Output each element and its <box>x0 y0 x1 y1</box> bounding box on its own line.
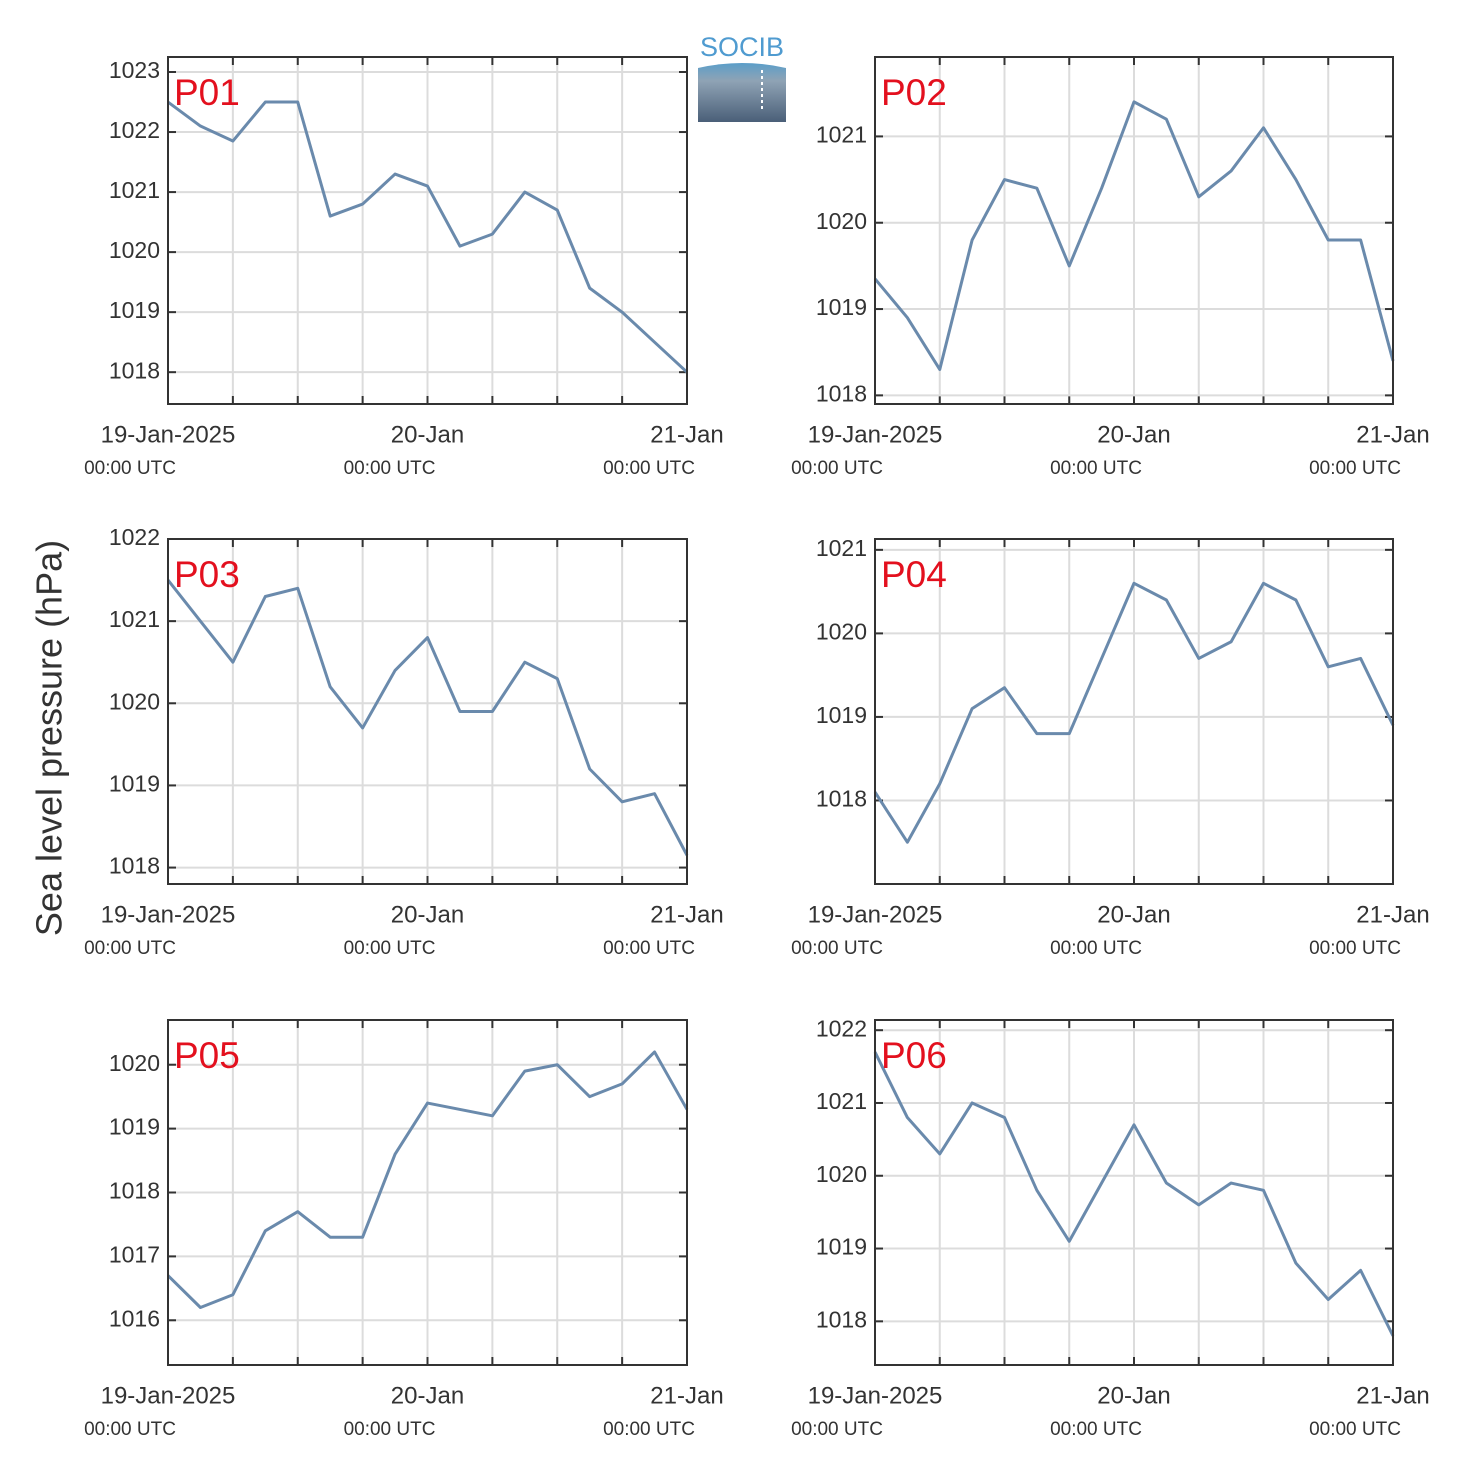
panel: 1018 1019 1020 1021 19-Jan-2025 00:00 UTC 20-J… <box>791 56 1430 479</box>
data-line <box>166 1050 689 1309</box>
panel: 1016 1017 1018 1019 1020 19-Jan-2025 00:00 UTC… <box>84 1019 724 1440</box>
x-tick-label: 20-Jan <box>1097 421 1170 448</box>
x-tick-sublabel: 00:00 UTC <box>791 938 883 959</box>
x-tick-label: 19-Jan-2025 <box>101 421 236 448</box>
y-tick-label: 1021 <box>816 121 867 147</box>
x-tick-sublabel: 00:00 UTC <box>1309 458 1401 479</box>
y-tick-label: 1019 <box>816 1234 867 1260</box>
logo-text: SOCIB <box>700 32 784 62</box>
y-tick-label: 1018 <box>816 1306 867 1332</box>
y-tick-label: 1019 <box>109 771 160 797</box>
x-tick-sublabel: 00:00 UTC <box>84 1419 176 1440</box>
x-tick-label: 21-Jan <box>650 421 723 448</box>
x-tick-label: 19-Jan-2025 <box>101 901 236 928</box>
y-tick-label: 1018 <box>109 853 160 879</box>
x-tick-label: 20-Jan <box>391 421 464 448</box>
data-line <box>166 579 689 856</box>
panel: 1018 1019 1020 1021 1022 19-Jan-2025 00:00 UTC… <box>84 524 724 959</box>
x-tick-label: 20-Jan <box>1097 1382 1170 1409</box>
x-tick-sublabel: 00:00 UTC <box>791 1419 883 1440</box>
panel: 1018 1019 1020 1021 1022 1023 19-Jan-2025 00:00… <box>84 56 724 479</box>
y-tick-label: 1019 <box>816 294 867 320</box>
y-tick-label: 1020 <box>816 618 867 644</box>
x-tick-sublabel: 00:00 UTC <box>344 458 436 479</box>
y-tick-label: 1021 <box>816 1088 867 1114</box>
x-tick-label: 21-Jan <box>1356 1382 1429 1409</box>
plot-frame <box>167 56 688 405</box>
panel-title: P04 <box>881 554 947 595</box>
x-tick-label: 21-Jan <box>1356 421 1429 448</box>
logo: SOCIB <box>698 32 786 122</box>
plot-frame <box>874 538 1394 885</box>
x-tick-sublabel: 00:00 UTC <box>1050 938 1142 959</box>
panel: 1018 1019 1020 1021 19-Jan-2025 00:00 UTC 20-J… <box>791 535 1430 959</box>
x-tick-sublabel: 00:00 UTC <box>344 1419 436 1440</box>
x-tick-sublabel: 00:00 UTC <box>344 938 436 959</box>
x-tick-sublabel: 00:00 UTC <box>791 458 883 479</box>
panel-title: P01 <box>174 72 240 113</box>
x-tick-label: 21-Jan <box>650 1382 723 1409</box>
y-tick-label: 1021 <box>109 606 160 632</box>
panel-title: P05 <box>174 1035 240 1076</box>
y-tick-label: 1018 <box>816 786 867 812</box>
plot-frame <box>167 1019 688 1366</box>
y-tick-label: 1019 <box>816 702 867 728</box>
y-tick-label: 1016 <box>109 1305 160 1331</box>
panel: 1018 1019 1020 1021 1022 19-Jan-2025 00:00 UTC… <box>791 1015 1430 1440</box>
y-tick-label: 1018 <box>109 357 160 383</box>
x-tick-label: 19-Jan-2025 <box>808 421 943 448</box>
y-tick-label: 1021 <box>816 535 867 561</box>
y-tick-label: 1023 <box>109 57 160 83</box>
y-tick-label: 1019 <box>109 297 160 323</box>
y-tick-label: 1019 <box>109 1114 160 1140</box>
data-line <box>873 1051 1395 1337</box>
panel-title: P03 <box>174 554 240 595</box>
y-tick-label: 1022 <box>109 117 160 143</box>
x-tick-sublabel: 00:00 UTC <box>1050 1419 1142 1440</box>
x-tick-label: 21-Jan <box>650 901 723 928</box>
panel-title: P06 <box>881 1035 947 1076</box>
y-tick-label: 1020 <box>109 237 160 263</box>
y-tick-label: 1022 <box>109 524 160 550</box>
logo-shape <box>698 63 786 122</box>
x-tick-label: 20-Jan <box>391 901 464 928</box>
x-tick-label: 20-Jan <box>391 1382 464 1409</box>
y-tick-label: 1020 <box>816 208 867 234</box>
y-tick-label: 1017 <box>109 1241 160 1267</box>
plot-frame <box>874 1019 1394 1366</box>
data-line <box>167 100 689 374</box>
y-tick-label: 1020 <box>109 1050 160 1076</box>
x-tick-label: 19-Jan-2025 <box>808 901 943 928</box>
x-tick-sublabel: 00:00 UTC <box>603 458 695 479</box>
x-tick-sublabel: 00:00 UTC <box>603 1419 695 1440</box>
y-tick-label: 1018 <box>109 1178 160 1204</box>
plot-frame <box>167 538 688 885</box>
plot-frame <box>874 56 1394 405</box>
x-tick-sublabel: 00:00 UTC <box>84 458 176 479</box>
x-tick-label: 21-Jan <box>1356 901 1429 928</box>
y-tick-label: 1018 <box>816 380 867 406</box>
x-tick-sublabel: 00:00 UTC <box>84 938 176 959</box>
x-tick-sublabel: 00:00 UTC <box>1309 1419 1401 1440</box>
y-axis-label: Sea level pressure (hPa) <box>29 540 70 936</box>
y-tick-label: 1020 <box>816 1161 867 1187</box>
y-tick-label: 1022 <box>816 1015 867 1041</box>
x-tick-sublabel: 00:00 UTC <box>1050 458 1142 479</box>
x-tick-label: 19-Jan-2025 <box>808 1382 943 1409</box>
x-tick-label: 19-Jan-2025 <box>101 1382 236 1409</box>
x-tick-label: 20-Jan <box>1097 901 1170 928</box>
x-tick-sublabel: 00:00 UTC <box>603 938 695 959</box>
y-tick-label: 1020 <box>109 688 160 714</box>
panel-title: P02 <box>881 72 947 113</box>
x-tick-sublabel: 00:00 UTC <box>1309 938 1401 959</box>
data-line <box>873 100 1395 371</box>
data-line <box>873 581 1395 844</box>
y-tick-label: 1021 <box>109 177 160 203</box>
